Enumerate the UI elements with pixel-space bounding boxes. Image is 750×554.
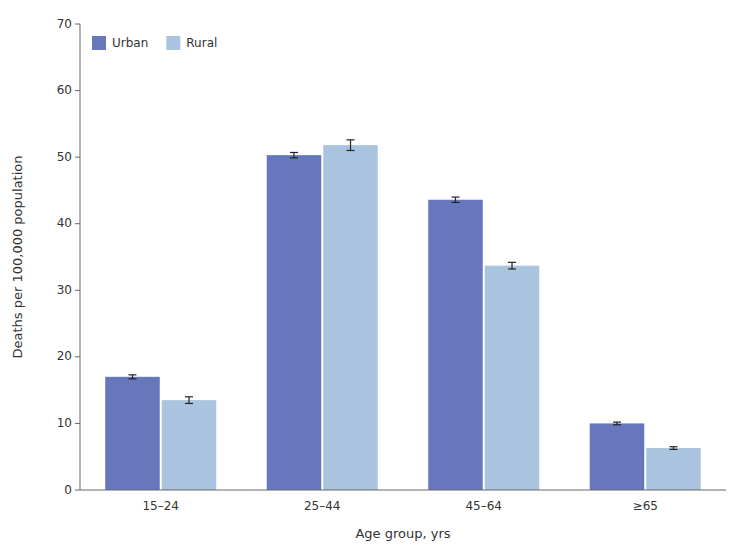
y-tick xyxy=(75,90,80,91)
error-bar xyxy=(451,197,459,202)
x-axis-line xyxy=(80,490,726,491)
x-tick-label: 15–24 xyxy=(142,499,179,513)
y-tick-label: 40 xyxy=(57,216,72,230)
legend-item: Urban xyxy=(92,36,148,51)
x-tick-label: ≥65 xyxy=(633,499,658,513)
error-bar xyxy=(670,447,678,450)
error-bar xyxy=(347,140,355,151)
y-axis: 0 10 20 30 40 50 60 70 xyxy=(57,17,80,497)
x-axis-label: Age group, yrs xyxy=(355,526,450,541)
plot-area xyxy=(105,140,701,490)
y-tick-label: 70 xyxy=(57,17,72,31)
y-tick-label: 30 xyxy=(57,283,72,297)
y-axis-line xyxy=(80,24,81,490)
y-tick xyxy=(75,290,80,291)
y-tick xyxy=(75,157,80,158)
bar xyxy=(267,155,322,490)
y-tick xyxy=(75,490,80,491)
error-bar xyxy=(508,262,516,269)
y-tick xyxy=(75,423,80,424)
legend-label: Urban xyxy=(112,36,148,50)
y-tick-label: 60 xyxy=(57,83,72,97)
x-axis: 15–24 25–44 45–64 ≥65 xyxy=(142,499,657,513)
y-tick xyxy=(75,223,80,224)
error-bar xyxy=(613,422,621,425)
legend: Urban Rural xyxy=(92,36,217,51)
legend-item: Rural xyxy=(166,36,217,51)
y-tick-label: 20 xyxy=(57,349,72,363)
x-tick-label: 25–44 xyxy=(304,499,341,513)
legend-label: Rural xyxy=(186,36,217,50)
y-tick-label: 10 xyxy=(57,416,72,430)
bar xyxy=(485,266,540,490)
error-bar xyxy=(290,152,298,157)
series xyxy=(162,140,701,490)
bar xyxy=(105,377,160,490)
y-tick-label: 50 xyxy=(57,150,72,164)
chart-container: 0 10 20 30 40 50 60 70 15–24 25–44 45–64 ≥65 Age gro… xyxy=(0,0,750,554)
error-bar xyxy=(185,397,193,404)
bar xyxy=(428,200,483,490)
y-tick-label: 0 xyxy=(64,483,72,497)
error-bar xyxy=(128,375,136,379)
chart-svg: 0 10 20 30 40 50 60 70 15–24 25–44 45–64 ≥65 Age gro… xyxy=(0,0,750,554)
bar xyxy=(162,400,217,490)
y-tick xyxy=(75,356,80,357)
bar xyxy=(323,145,378,490)
bar xyxy=(590,423,645,490)
x-tick-label: 45–64 xyxy=(465,499,502,513)
y-tick xyxy=(75,24,80,25)
legend-swatch xyxy=(92,36,106,50)
bar xyxy=(646,448,701,490)
legend-swatch xyxy=(166,36,180,50)
y-axis-label: Deaths per 100,000 population xyxy=(10,155,25,358)
